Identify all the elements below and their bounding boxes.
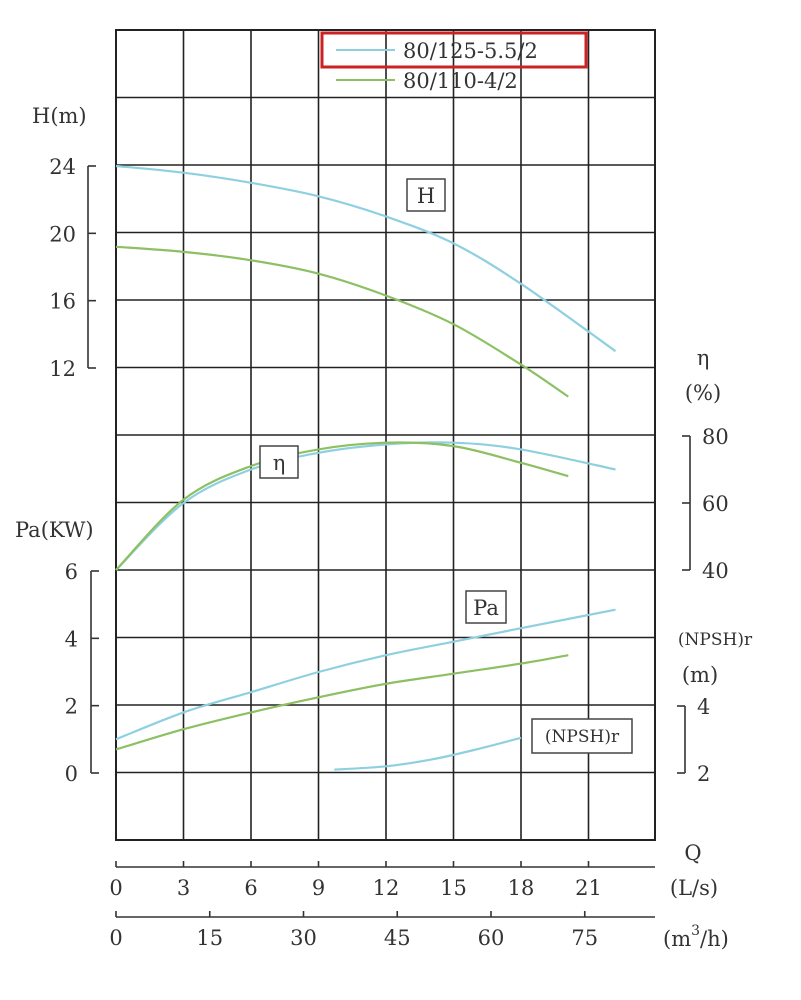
tag-npsh: (NPSH)r — [531, 718, 633, 754]
ls-tick-label-2: 3 — [177, 876, 190, 900]
eta-axis-unit: (%) — [685, 381, 721, 405]
tag-h-text: H — [417, 184, 435, 208]
legend-highlight-box — [320, 31, 588, 69]
m3h-axis-label: (m3/h) — [663, 923, 729, 951]
ls-tick-label-3: 6 — [244, 876, 257, 900]
eta-tick-label-1: 40 — [702, 559, 729, 583]
m3h-tick-label-4: 45 — [384, 926, 411, 950]
pa-tick-label-4: 6 — [65, 560, 78, 584]
tag-eta-text: η — [273, 451, 286, 475]
h-axis-label: H(m) — [32, 104, 87, 128]
tag-h: H — [406, 178, 446, 212]
m3h-label-sup: 3 — [691, 923, 700, 939]
tag-eta: η — [259, 445, 299, 479]
curve-layer — [115, 164, 617, 771]
m3h-label-suffix: /h) — [700, 927, 729, 951]
npsh-tick-label-2: 4 — [697, 695, 710, 719]
pa-tick-label-2: 2 — [65, 695, 78, 719]
eta-tick-label-2: 60 — [702, 492, 729, 516]
m3h-tick-label-6: 75 — [571, 926, 598, 950]
curve-npsh-series-7 — [334, 736, 522, 771]
curve-eta-series-4 — [115, 441, 569, 571]
tag-npsh-text: (NPSH)r — [545, 727, 620, 747]
pa-axis-label: Pa(KW) — [15, 518, 94, 542]
curve-pa-series-5 — [115, 608, 616, 741]
ls-axis-label: (L/s) — [670, 876, 718, 900]
ls-tick-label-4: 9 — [312, 876, 325, 900]
ls-tick-label-6: 15 — [440, 876, 467, 900]
curve-h-series-2 — [115, 245, 569, 398]
tag-pa-text: Pa — [473, 596, 499, 620]
q-symbol: Q — [684, 841, 701, 865]
npsh-tick-label-1: 2 — [697, 762, 710, 786]
h-tick-label-4: 24 — [49, 155, 76, 179]
legend-label-2: 80/110-4/2 — [403, 69, 518, 93]
curve-pa-series-6 — [115, 654, 569, 751]
tag-npsh-box — [531, 718, 633, 754]
ls-tick-label-7: 18 — [508, 876, 535, 900]
legend: 80/125-5.5/2 80/110-4/2 — [320, 31, 588, 93]
h-tick-label-3: 20 — [49, 222, 76, 246]
m3h-tick-label-2: 15 — [196, 926, 223, 950]
m3h-tick-label-5: 60 — [478, 926, 505, 950]
legend-label-1: 80/125-5.5/2 — [403, 39, 538, 63]
tag-eta-box — [259, 445, 299, 479]
tag-h-box — [406, 178, 446, 212]
curve-h-series-1 — [115, 164, 617, 353]
label-layer: 80/125-5.5/2 80/110-4/2 H(m) Pa(KW) η (%… — [15, 31, 753, 951]
h-tick-label-1: 12 — [49, 357, 76, 381]
npsh-axis-unit: (m) — [682, 663, 718, 687]
m3h-tick-label-1: 0 — [109, 926, 122, 950]
eta-axis-symbol: η — [697, 346, 710, 370]
curve-eta-series-3 — [115, 441, 616, 571]
ls-tick-label-5: 12 — [373, 876, 400, 900]
m3h-tick-label-3: 30 — [290, 926, 317, 950]
m3h-label-prefix: (m — [663, 927, 691, 951]
tag-pa-box — [465, 590, 507, 624]
h-tick-label-2: 16 — [49, 290, 76, 314]
eta-tick-label-3: 80 — [702, 425, 729, 449]
npsh-axis-label: (NPSH)r — [678, 630, 753, 650]
pa-tick-label-1: 0 — [65, 762, 78, 786]
ls-tick-label-8: 21 — [575, 876, 602, 900]
ls-tick-label-1: 0 — [109, 876, 122, 900]
pa-tick-label-3: 4 — [65, 627, 78, 651]
tag-pa: Pa — [465, 590, 507, 624]
